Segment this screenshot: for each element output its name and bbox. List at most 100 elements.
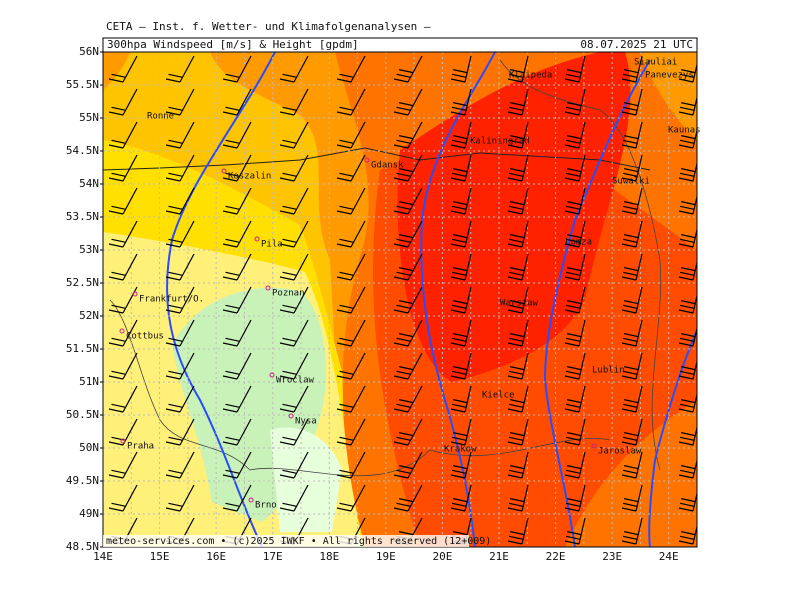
wind-barb xyxy=(398,69,414,74)
wind-barb xyxy=(279,408,295,413)
lon-label: 24E xyxy=(659,550,679,563)
wind-barb xyxy=(279,342,295,347)
wind-barb xyxy=(168,370,183,375)
lat-label: 51.5N xyxy=(66,342,99,355)
wind-barb xyxy=(624,135,639,140)
wind-barb xyxy=(339,502,354,507)
wind-barb xyxy=(567,432,582,437)
wind-barb xyxy=(507,210,523,215)
wind-barb xyxy=(679,106,695,111)
wind-barb xyxy=(678,474,694,479)
wind-barb xyxy=(396,106,411,111)
wind-barb xyxy=(678,210,694,215)
city-marker xyxy=(269,372,275,378)
wind-barb xyxy=(621,408,637,413)
wind-barb xyxy=(681,531,696,536)
wind-barb xyxy=(453,399,468,404)
wind-barb xyxy=(510,531,525,536)
wind-barb xyxy=(507,342,523,347)
wind-barb xyxy=(168,172,183,177)
wind-barb xyxy=(508,370,524,375)
wind-barb xyxy=(168,304,183,309)
wind-barb xyxy=(108,243,124,248)
wind-barb xyxy=(621,507,637,512)
wind-barb xyxy=(507,111,523,116)
city-marker xyxy=(221,168,227,174)
wind-barb xyxy=(393,507,409,512)
wind-barb xyxy=(393,408,409,413)
wind-barb xyxy=(567,333,582,338)
wind-barb xyxy=(453,267,468,272)
wind-barb xyxy=(222,474,238,479)
wind-barb xyxy=(279,441,295,446)
wind-barb xyxy=(168,205,183,210)
wind-barb xyxy=(450,144,466,149)
wind-barb xyxy=(679,403,695,408)
wind-barb xyxy=(225,271,240,276)
wind-barb xyxy=(678,243,694,248)
wind-barb xyxy=(393,342,409,347)
city-label: Wroclaw xyxy=(276,376,315,386)
wind-barb xyxy=(111,304,126,309)
wind-barb xyxy=(222,144,238,149)
wind-barb xyxy=(453,135,468,140)
wind-barb xyxy=(622,271,638,276)
wind-barb xyxy=(451,304,467,309)
wind-barb xyxy=(508,205,524,210)
wind-barb xyxy=(396,403,411,408)
wind-barb xyxy=(282,271,297,276)
wind-barb xyxy=(678,177,694,182)
wind-barb xyxy=(393,375,409,380)
wind-barb xyxy=(396,139,411,144)
wind-barb xyxy=(451,337,467,342)
wind-barb xyxy=(450,276,466,281)
wind-barb xyxy=(225,73,240,78)
wind-barb xyxy=(451,172,467,177)
wind-barb xyxy=(453,300,468,305)
wind-barb xyxy=(624,531,639,536)
wind-barb xyxy=(396,436,411,441)
wind-barb xyxy=(565,304,581,309)
wind-barb xyxy=(111,205,126,210)
wind-barb xyxy=(279,309,295,314)
city-label: Suwalki xyxy=(612,177,650,187)
wind-barb xyxy=(398,366,414,371)
wind-barb xyxy=(624,333,639,338)
city-label: Lomza xyxy=(565,238,592,248)
wind-barb xyxy=(679,502,695,507)
wind-barb xyxy=(564,507,580,512)
wind-barb xyxy=(510,465,525,470)
wind-barb xyxy=(168,238,183,243)
wind-barb xyxy=(510,432,525,437)
city-marker xyxy=(254,236,260,242)
wind-barb xyxy=(624,267,639,272)
wind-barb xyxy=(451,403,467,408)
wind-barb xyxy=(453,366,468,371)
city-marker xyxy=(288,413,294,419)
wind-barb xyxy=(565,436,581,441)
wind-barb xyxy=(451,370,467,375)
wind-barb xyxy=(510,300,525,305)
wind-barb xyxy=(336,342,352,347)
wind-barb xyxy=(451,502,467,507)
wind-barb xyxy=(510,201,525,206)
wind-barb xyxy=(678,276,694,281)
wind-barb xyxy=(567,168,582,173)
wind-barb xyxy=(507,441,523,446)
wind-barb xyxy=(450,177,466,182)
wind-barb xyxy=(168,73,183,78)
wind-barb xyxy=(398,102,414,107)
wind-barb xyxy=(565,73,581,78)
wind-barb xyxy=(339,337,354,342)
wind-barb xyxy=(624,102,639,107)
city-label: Nysa xyxy=(295,417,317,427)
wind-barb xyxy=(165,408,181,413)
header-box xyxy=(102,37,698,53)
city-label: Ronne xyxy=(147,112,174,122)
wind-barb xyxy=(111,403,126,408)
wind-barb xyxy=(165,507,181,512)
wind-barb xyxy=(225,172,240,177)
wind-barb xyxy=(339,205,354,210)
wind-barb xyxy=(678,441,694,446)
